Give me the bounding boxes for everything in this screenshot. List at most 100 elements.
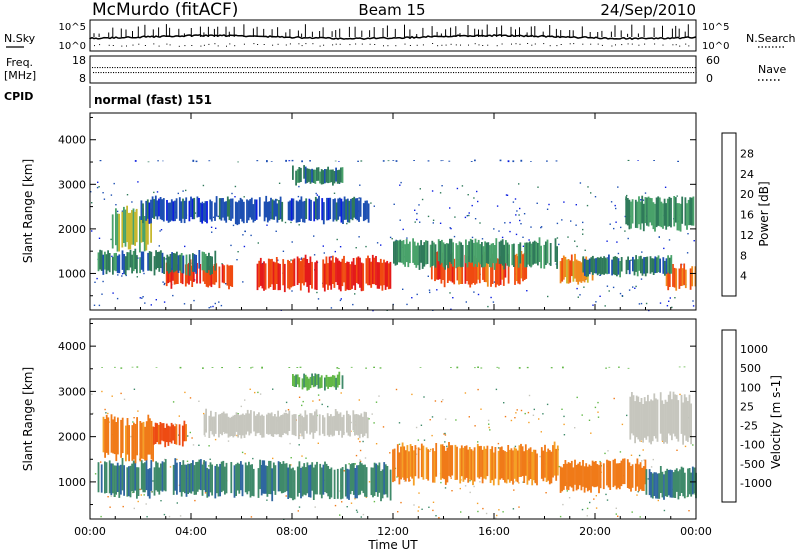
scatter-speck	[272, 388, 274, 390]
data-streak	[144, 426, 146, 461]
data-streak	[366, 417, 369, 439]
nave-dot	[335, 72, 337, 74]
freq-dot	[499, 67, 501, 69]
scatter-speck	[587, 186, 589, 188]
data-streak	[150, 199, 152, 224]
freq-dot	[209, 67, 211, 69]
scatter-speck	[548, 203, 550, 206]
data-streak	[658, 473, 661, 499]
scatter-speck	[110, 495, 112, 497]
data-streak	[129, 212, 132, 250]
velocity-colorbar-tick: 100	[740, 381, 761, 394]
data-streak	[204, 264, 206, 284]
data-streak	[395, 160, 398, 162]
data-streak	[575, 259, 578, 282]
scatter-speck	[244, 230, 246, 233]
data-streak	[447, 243, 450, 269]
nave-dot	[175, 72, 177, 74]
data-streak	[284, 463, 286, 493]
scatter-speck	[243, 245, 246, 248]
nave-dot	[613, 72, 615, 74]
scatter-speck	[272, 457, 274, 460]
data-streak	[383, 462, 386, 495]
scatter-speck	[354, 463, 356, 465]
nave-dot	[273, 72, 275, 74]
data-streak	[132, 251, 135, 272]
data-streak	[202, 367, 204, 369]
nave-dot	[430, 72, 432, 74]
scatter-speck	[236, 434, 238, 437]
data-streak	[319, 171, 321, 184]
freq-dot	[422, 67, 424, 69]
freq-left-unit: [MHz]	[4, 69, 36, 82]
noise-search-dot	[312, 43, 314, 45]
data-streak	[299, 413, 302, 434]
data-streak	[517, 256, 520, 284]
data-streak	[640, 398, 643, 440]
data-streak	[407, 243, 410, 268]
data-streak	[384, 464, 387, 495]
noise-search-dot	[437, 45, 439, 47]
data-streak	[439, 241, 442, 265]
noise-search-dot	[355, 43, 357, 45]
freq-dot	[127, 67, 129, 69]
data-streak	[370, 261, 373, 288]
data-streak	[215, 196, 218, 217]
data-streak	[108, 253, 111, 273]
noise-search-dot	[94, 45, 95, 47]
freq-dot	[479, 67, 481, 69]
scatter-speck	[431, 190, 434, 192]
scatter-speck	[477, 293, 480, 296]
data-streak	[332, 375, 334, 387]
data-streak	[667, 394, 670, 434]
data-streak	[422, 445, 425, 480]
data-streak	[254, 415, 257, 437]
data-streak	[112, 419, 114, 454]
data-streak	[335, 377, 337, 390]
noise-search-dot	[582, 43, 584, 45]
scatter-speck	[343, 470, 345, 472]
scatter-speck	[479, 222, 481, 224]
noise-search-dot	[126, 45, 127, 47]
data-streak	[637, 160, 639, 161]
nave-tick-top: 60	[706, 54, 720, 67]
scatter-speck	[220, 304, 223, 307]
noise-panel	[89, 19, 697, 52]
noise-search-dot	[99, 44, 101, 46]
data-streak	[529, 241, 531, 267]
freq-dot	[264, 67, 266, 69]
data-streak	[114, 366, 116, 368]
noise-search-dot	[501, 43, 503, 45]
data-streak	[326, 197, 328, 221]
data-streak	[627, 367, 630, 369]
data-streak	[136, 255, 138, 274]
data-streak	[562, 464, 565, 490]
data-streak	[115, 208, 117, 246]
data-streak	[675, 268, 678, 291]
nave-dot	[118, 72, 120, 74]
data-streak	[325, 169, 328, 183]
nave-dot	[180, 72, 182, 74]
scatter-speck	[176, 458, 178, 461]
freq-dot	[689, 67, 691, 69]
nave-dot	[420, 72, 422, 74]
nave-dot	[393, 72, 395, 74]
scatter-speck	[359, 460, 362, 463]
data-streak	[499, 256, 502, 285]
data-streak	[317, 167, 320, 181]
nave-dot	[405, 72, 407, 74]
freq-dot	[157, 67, 159, 69]
nave-dot	[608, 72, 610, 74]
data-streak	[419, 367, 422, 368]
data-streak	[612, 256, 615, 275]
noise-search-dot	[519, 43, 521, 45]
freq-dot	[509, 67, 511, 69]
data-streak	[350, 366, 353, 368]
data-streak	[518, 367, 521, 369]
noise-search-dot	[383, 45, 384, 47]
scatter-speck	[96, 277, 98, 280]
data-streak	[128, 252, 130, 271]
data-streak	[680, 263, 682, 286]
data-streak	[250, 367, 252, 369]
data-streak	[582, 460, 584, 487]
